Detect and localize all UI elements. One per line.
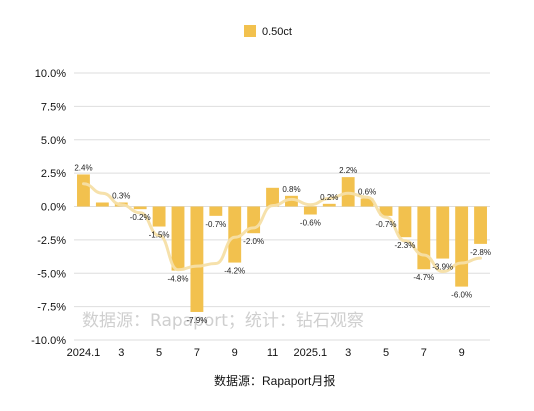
x-tick-label: 7 bbox=[194, 347, 200, 359]
data-label: -1.5% bbox=[149, 231, 170, 240]
bar bbox=[455, 206, 469, 287]
trend-path bbox=[82, 182, 482, 274]
y-tick-label: 7.5% bbox=[41, 101, 66, 113]
y-tick-label: -5.0% bbox=[37, 268, 66, 280]
bar bbox=[436, 206, 450, 259]
bar bbox=[322, 203, 336, 207]
legend-label: 0.50ct bbox=[262, 26, 292, 38]
bar bbox=[95, 202, 109, 207]
data-label: 0.3% bbox=[112, 191, 130, 200]
x-tick-label: 9 bbox=[459, 347, 465, 359]
data-label: 0.8% bbox=[282, 185, 300, 194]
data-label: -4.2% bbox=[224, 267, 245, 276]
y-axis-ticks: 10.0% 7.5% 5.0% 2.5% 0.0% -2.5% -5.0% -7.5% -10.… bbox=[31, 68, 66, 347]
x-tick-label: 9 bbox=[232, 347, 238, 359]
y-tick-label: -2.5% bbox=[37, 235, 66, 247]
y-tick-label: 10.0% bbox=[35, 68, 66, 80]
x-tick-label: 3 bbox=[345, 347, 351, 359]
y-tick-label: 0.0% bbox=[41, 202, 66, 214]
data-label: -2.3% bbox=[394, 241, 415, 250]
bar bbox=[285, 195, 298, 207]
bar bbox=[190, 206, 204, 312]
bar bbox=[209, 206, 223, 216]
data-label: 2.4% bbox=[74, 163, 92, 172]
data-label: 0.2% bbox=[320, 193, 338, 202]
y-tick-label: -10.0% bbox=[31, 335, 66, 347]
data-label: -0.6% bbox=[300, 219, 321, 228]
source-note: 数据源：Rapaport月报 bbox=[214, 373, 335, 388]
data-label: -2.8% bbox=[470, 248, 491, 257]
y-tick-label: -7.5% bbox=[37, 302, 66, 314]
x-tick-label: 5 bbox=[383, 347, 389, 359]
legend-swatch bbox=[244, 25, 256, 37]
data-label: -2.0% bbox=[243, 237, 264, 246]
data-label: -0.7% bbox=[205, 220, 226, 229]
bar bbox=[417, 206, 431, 270]
bar bbox=[266, 187, 279, 207]
legend: 0.50ct bbox=[244, 25, 292, 38]
data-label: -0.2% bbox=[130, 213, 151, 222]
x-tick-label: 3 bbox=[118, 347, 124, 359]
data-label: -3.9% bbox=[432, 263, 453, 272]
data-label: 0.6% bbox=[358, 187, 376, 196]
watermark: 数据源：Rapaport；统计：钻石观察 bbox=[82, 311, 364, 331]
data-label: 2.2% bbox=[339, 166, 357, 175]
data-label: -4.7% bbox=[413, 273, 434, 282]
data-label: -0.7% bbox=[376, 220, 397, 229]
bar bbox=[379, 206, 393, 216]
bar bbox=[77, 174, 90, 207]
x-tick-label: 7 bbox=[421, 347, 427, 359]
bar bbox=[228, 206, 242, 263]
bar bbox=[398, 206, 412, 238]
bar bbox=[303, 206, 317, 215]
data-labels: 2.4% 0.3% -0.2% -1.5% -4.8% -7.9% -0.7% -4.2% -2… bbox=[74, 163, 491, 325]
y-tick-label: 5.0% bbox=[41, 135, 66, 147]
bar bbox=[360, 198, 374, 207]
bar bbox=[133, 206, 147, 210]
bars bbox=[77, 174, 487, 312]
data-label: -6.0% bbox=[451, 291, 472, 300]
x-tick-label: 2024.1 bbox=[67, 347, 101, 359]
x-tick-label: 11 bbox=[267, 347, 278, 359]
bar bbox=[171, 206, 185, 271]
bar bbox=[152, 206, 166, 227]
y-tick-label: 2.5% bbox=[41, 168, 66, 180]
data-label: -4.8% bbox=[168, 275, 189, 284]
trend-line bbox=[82, 182, 482, 274]
x-tick-label: 5 bbox=[156, 347, 162, 359]
x-axis-ticks: 2024.1 3 5 7 9 11 2025.1 3 5 7 9 bbox=[67, 347, 465, 359]
x-tick-label: 2025.1 bbox=[294, 347, 328, 359]
data-label: -7.9% bbox=[186, 316, 207, 325]
bar bbox=[474, 206, 487, 244]
